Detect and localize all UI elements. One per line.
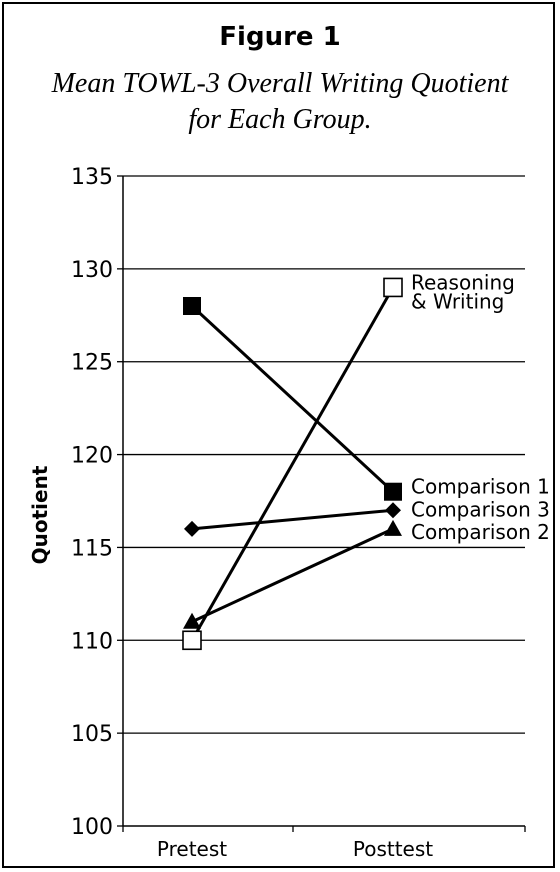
axes: 100 105 110 115 120 125 130 135 Pretest Posttest Q… <box>28 165 526 861</box>
figure-subtitle: Mean TOWL-3 Overall Writing Quotient for… <box>0 66 560 138</box>
series-line-3 <box>191 527 394 624</box>
data-point-marker <box>384 519 402 536</box>
y-tick-label: 100 <box>71 815 113 840</box>
series-lines <box>190 286 395 642</box>
series-line-0 <box>190 304 395 493</box>
y-tick-label: 105 <box>71 722 113 747</box>
series-label: Comparison 1 <box>411 475 550 499</box>
figure-subtitle-line-2: for Each Group. <box>188 104 372 135</box>
series-label: Reasoning <box>411 270 515 294</box>
gridlines <box>123 175 525 734</box>
data-point-marker <box>383 277 403 298</box>
series-label: Comparison 3 <box>411 497 550 521</box>
series-markers <box>182 277 403 651</box>
y-tick-label: 110 <box>71 629 113 654</box>
data-point-marker <box>384 482 402 501</box>
y-tick-label: 130 <box>71 258 113 283</box>
series-label: & Writing <box>411 289 504 313</box>
data-point-marker <box>182 630 202 651</box>
y-tick-label: 135 <box>71 165 113 190</box>
x-tick-label: Posttest <box>353 837 433 861</box>
data-point-marker <box>385 502 401 519</box>
series-label: Comparison 2 <box>411 520 550 544</box>
figure-title: Figure 1 <box>219 22 341 52</box>
y-tick-label: 115 <box>71 536 113 561</box>
data-point-marker <box>184 520 200 537</box>
series-line-1 <box>190 286 395 642</box>
y-tick-label: 125 <box>71 351 113 376</box>
y-axis-label: Quotient <box>28 465 52 564</box>
y-tick-label: 120 <box>71 444 113 469</box>
figure-subtitle-line-1: Mean TOWL-3 Overall Writing Quotient <box>51 68 509 99</box>
x-tick-label: Pretest <box>157 837 227 861</box>
series-line-2 <box>191 508 394 531</box>
data-point-marker <box>183 297 201 315</box>
series-labels: Comparison 1 Reasoning& Writing Comparison… <box>411 270 550 543</box>
data-point-marker <box>183 612 201 629</box>
